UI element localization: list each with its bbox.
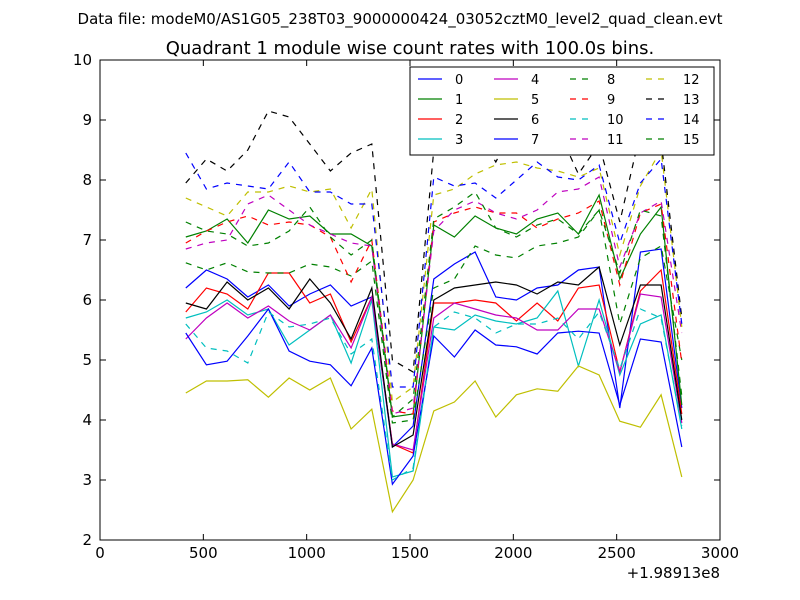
legend-label-13: 13 bbox=[683, 93, 700, 108]
series-line-8 bbox=[185, 208, 683, 424]
x-tick-label: 3000 bbox=[701, 544, 739, 562]
y-tick-label: 6 bbox=[82, 291, 92, 309]
y-tick-label: 7 bbox=[82, 231, 92, 249]
x-tick-label: 2500 bbox=[598, 544, 636, 562]
legend-label-10: 10 bbox=[607, 113, 624, 128]
legend-box bbox=[409, 66, 715, 156]
legend-label-6: 6 bbox=[531, 113, 539, 128]
series-line-5 bbox=[185, 365, 683, 514]
y-tick-label: 4 bbox=[82, 411, 92, 429]
x-offset-label: +1.98913e8 bbox=[627, 564, 720, 582]
legend-label-0: 0 bbox=[455, 73, 463, 88]
legend-label-1: 1 bbox=[455, 93, 463, 108]
legend-label-11: 11 bbox=[607, 133, 624, 148]
series-line-7 bbox=[185, 307, 683, 486]
series-line-1 bbox=[185, 193, 683, 418]
chart-suptitle: Data file: modeM0/AS1G05_238T03_90000004… bbox=[78, 10, 723, 29]
legend-label-12: 12 bbox=[683, 73, 700, 88]
chart-title: Quadrant 1 module wise count rates with … bbox=[166, 38, 655, 59]
series-line-12 bbox=[185, 148, 683, 404]
y-tick-label: 5 bbox=[82, 351, 92, 369]
y-tick-label: 10 bbox=[73, 51, 92, 69]
legend-label-8: 8 bbox=[607, 73, 615, 88]
series-line-14 bbox=[185, 152, 683, 388]
legend-label-4: 4 bbox=[531, 73, 539, 88]
legend-label-14: 14 bbox=[683, 113, 700, 128]
x-tick-label: 1000 bbox=[288, 544, 326, 562]
y-tick-label: 3 bbox=[82, 471, 92, 489]
legend-label-15: 15 bbox=[683, 133, 700, 148]
legend-label-3: 3 bbox=[455, 133, 463, 148]
y-tick-label: 2 bbox=[82, 531, 92, 549]
legend-label-7: 7 bbox=[531, 133, 539, 148]
series-line-4 bbox=[185, 293, 683, 451]
legend-label-9: 9 bbox=[607, 93, 615, 108]
series-line-6 bbox=[185, 265, 683, 448]
x-tick-label: 500 bbox=[189, 544, 218, 562]
y-tick-label: 8 bbox=[82, 171, 92, 189]
series-line-15 bbox=[185, 191, 683, 419]
x-tick-label: 0 bbox=[95, 544, 105, 562]
series-line-11 bbox=[185, 176, 683, 415]
y-tick-label: 9 bbox=[82, 111, 92, 129]
x-tick-label: 2000 bbox=[494, 544, 532, 562]
legend-label-2: 2 bbox=[455, 113, 463, 128]
legend-label-5: 5 bbox=[531, 93, 539, 108]
x-tick-label: 1500 bbox=[391, 544, 429, 562]
